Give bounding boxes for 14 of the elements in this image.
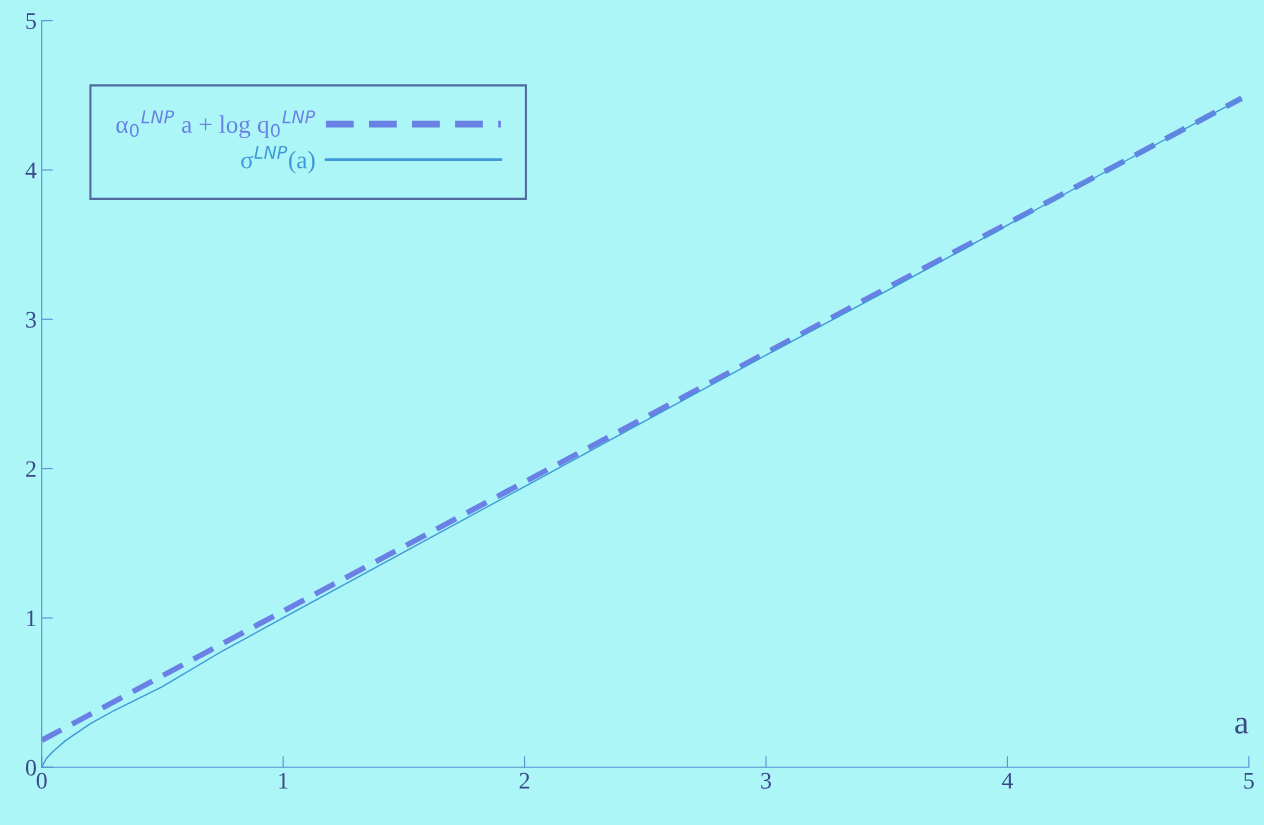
x-tick-label: 1 [279,772,288,789]
y-tick-label: 1 [27,610,36,627]
y-tick-label: 3 [26,311,36,328]
text: σ$^{LNP}$(a) [241,145,315,174]
x-tick-label: 5 [1244,773,1254,789]
text: α$_{0}$$^{LNP}$ a + log q$_{0}$$^{LNP}$ [116,110,316,139]
y-tick-label: 4 [25,162,37,179]
x-axis-title: a [1235,717,1249,734]
x-tick-label: 4 [1001,772,1013,789]
y-tick-label: 2 [26,461,36,477]
x-tick-label: 3 [761,772,771,789]
x-tick-label: 2 [519,772,530,789]
y-tick-label: 0 [25,759,36,776]
y-tick-label: 5 [26,13,36,30]
